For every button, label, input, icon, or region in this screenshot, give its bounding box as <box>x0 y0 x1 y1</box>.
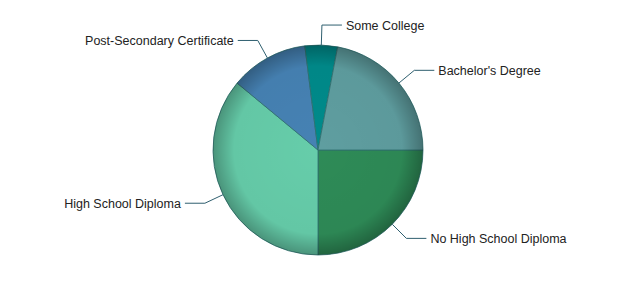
pie-slice <box>318 47 423 150</box>
chart-container: No High School Diploma High School Diplom… <box>0 0 635 300</box>
slices <box>213 45 423 255</box>
shading <box>213 45 423 255</box>
leader-line <box>321 25 342 45</box>
slice-label: No High School Diploma <box>430 232 566 246</box>
slice-label: High School Diploma <box>64 197 181 211</box>
leader-line <box>238 40 268 58</box>
pie-slice <box>237 46 318 150</box>
slice-label: Some College <box>346 19 425 33</box>
leader-line <box>399 70 434 83</box>
leader-line <box>392 224 426 238</box>
pie-slice <box>318 150 423 255</box>
slice-label: Bachelor's Degree <box>438 64 540 78</box>
pie-chart: No High School Diploma High School Diplom… <box>0 0 635 300</box>
labels: No High School Diploma High School Diplom… <box>64 19 566 246</box>
leader-line <box>185 195 223 204</box>
slice-label: Post-Secondary Certificate <box>85 34 234 48</box>
